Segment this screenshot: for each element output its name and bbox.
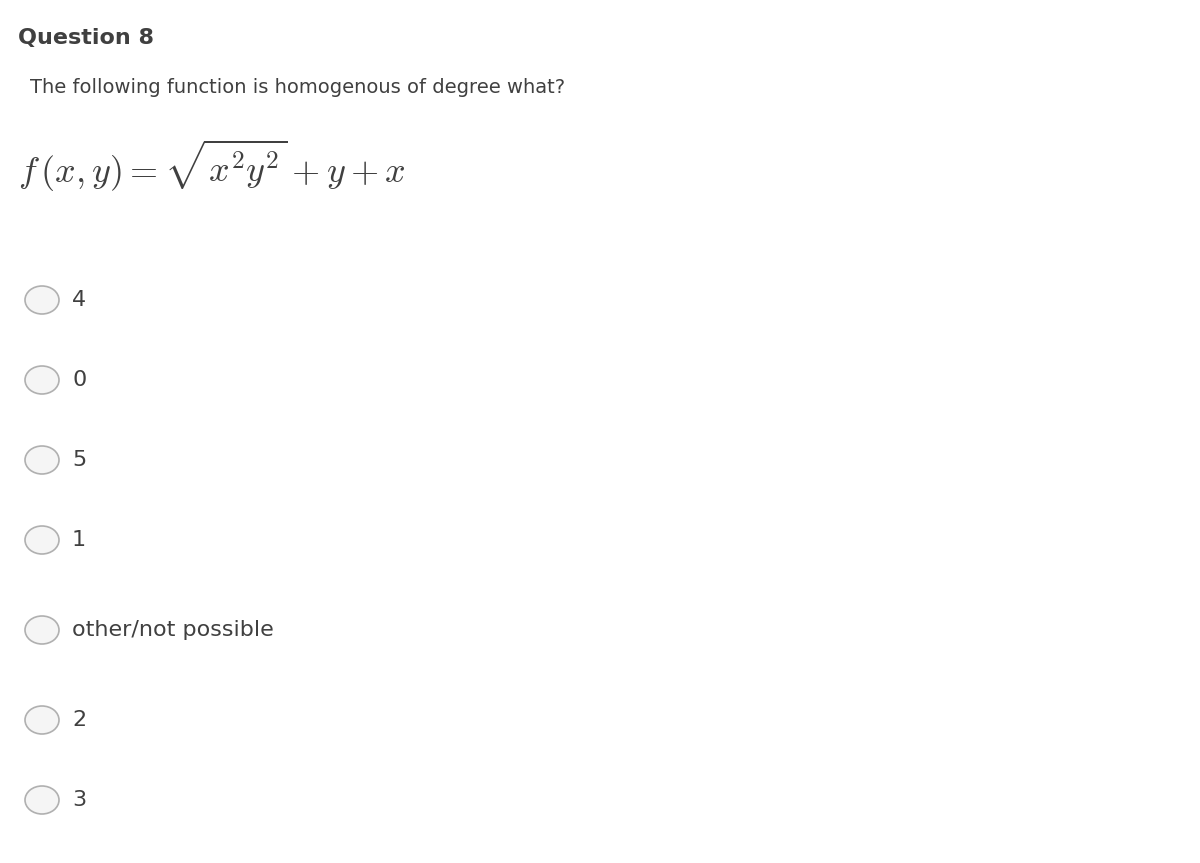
Text: 0: 0: [72, 370, 86, 390]
Text: The following function is homogenous of degree what?: The following function is homogenous of …: [30, 78, 565, 97]
Ellipse shape: [25, 526, 59, 554]
Ellipse shape: [25, 616, 59, 644]
Text: 3: 3: [72, 790, 86, 810]
Text: 4: 4: [72, 290, 86, 310]
Ellipse shape: [25, 786, 59, 814]
Ellipse shape: [25, 286, 59, 314]
Text: 2: 2: [72, 710, 86, 730]
Text: $f\,(x, y) = \sqrt{x^2y^2} + y + x$: $f\,(x, y) = \sqrt{x^2y^2} + y + x$: [18, 138, 406, 194]
Ellipse shape: [25, 366, 59, 394]
Text: 5: 5: [72, 450, 86, 470]
Text: 1: 1: [72, 530, 86, 550]
Ellipse shape: [25, 446, 59, 474]
Text: Question 8: Question 8: [18, 28, 154, 48]
Text: other/not possible: other/not possible: [72, 620, 274, 640]
Ellipse shape: [25, 706, 59, 734]
